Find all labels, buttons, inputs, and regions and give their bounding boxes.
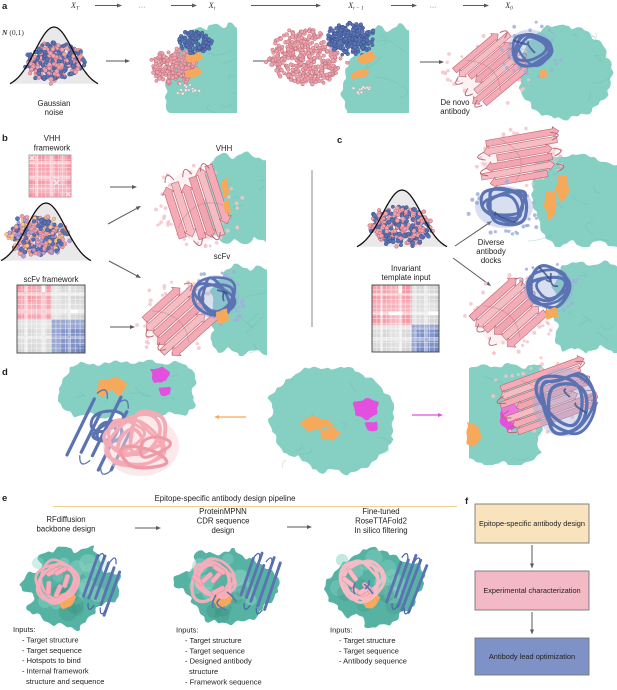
svg-text:RoseTTAFold2: RoseTTAFold2 — [355, 517, 407, 526]
svg-text:framework: framework — [34, 144, 70, 153]
svg-text:XT: XT — [70, 1, 80, 12]
svg-text:Fine-tuned: Fine-tuned — [362, 507, 399, 516]
svg-text:backbone design: backbone design — [37, 525, 96, 534]
svg-text:b: b — [2, 133, 8, 144]
svg-text:Invariant: Invariant — [391, 264, 422, 273]
svg-text:Epitope-specific antibody desi: Epitope-specific antibody design — [479, 519, 585, 528]
svg-text:- Target structure: - Target structure — [22, 635, 79, 644]
svg-text:- Hotspots to bind: - Hotspots to bind — [22, 656, 81, 665]
svg-text:- Framework sequence: - Framework sequence — [185, 678, 262, 686]
svg-text:antibody: antibody — [440, 107, 470, 116]
svg-text:e: e — [2, 493, 7, 504]
svg-text:Antibody lead optimization: Antibody lead optimization — [489, 652, 575, 661]
svg-text:design: design — [212, 526, 235, 535]
svg-text:VHH: VHH — [216, 144, 232, 153]
svg-text:CDR sequence: CDR sequence — [197, 517, 250, 526]
svg-text:- Target structure: - Target structure — [339, 636, 396, 645]
svg-text:In silico filtering: In silico filtering — [354, 526, 407, 535]
svg-text:structure: structure — [189, 667, 218, 676]
svg-text:Gaussian: Gaussian — [38, 99, 71, 108]
svg-text:Epitope-specific antibody desi: Epitope-specific antibody design pipelin… — [155, 494, 296, 503]
svg-text:a: a — [2, 1, 8, 12]
svg-text:Inputs:: Inputs: — [330, 626, 353, 635]
svg-text:noise: noise — [45, 108, 64, 117]
svg-text:Xt: Xt — [208, 1, 216, 12]
svg-text:Inputs:: Inputs: — [13, 625, 36, 634]
svg-text:ProteinMPNN: ProteinMPNN — [199, 507, 247, 516]
svg-text:- Target sequence: - Target sequence — [22, 646, 82, 655]
svg-text:scFv framework: scFv framework — [23, 275, 78, 284]
svg-text:…: … — [139, 3, 146, 10]
svg-text:Inputs:: Inputs: — [176, 626, 199, 635]
svg-text:f: f — [465, 496, 469, 507]
svg-text:antibody: antibody — [476, 247, 506, 256]
svg-text:- Internal framework: - Internal framework — [22, 667, 89, 676]
svg-text:…: … — [430, 3, 437, 10]
svg-text:c: c — [337, 135, 342, 146]
svg-text:- Target structure: - Target structure — [185, 636, 242, 645]
svg-text:- Designed antibody: - Designed antibody — [185, 657, 252, 666]
svg-text:RFdiffusion: RFdiffusion — [46, 515, 85, 524]
svg-text:- Antibody sequence: - Antibody sequence — [339, 657, 407, 666]
svg-text:scFv: scFv — [214, 252, 231, 261]
svg-text:template input: template input — [382, 273, 432, 282]
svg-text:Xt − 1: Xt − 1 — [347, 1, 364, 12]
svg-text:Experimental characterization: Experimental characterization — [483, 586, 580, 595]
svg-text:docks: docks — [481, 256, 501, 265]
svg-text:structure and sequence: structure and sequence — [26, 677, 104, 685]
svg-text:N (0,1): N (0,1) — [1, 28, 24, 37]
svg-text:- Target sequence: - Target sequence — [185, 646, 245, 655]
svg-text:d: d — [2, 367, 8, 378]
svg-text:Diverse: Diverse — [478, 238, 504, 247]
svg-text:- Target sequence: - Target sequence — [339, 646, 399, 655]
svg-text:VHH: VHH — [44, 134, 60, 143]
svg-text:De novo: De novo — [440, 98, 470, 107]
svg-text:X0: X0 — [504, 1, 513, 12]
